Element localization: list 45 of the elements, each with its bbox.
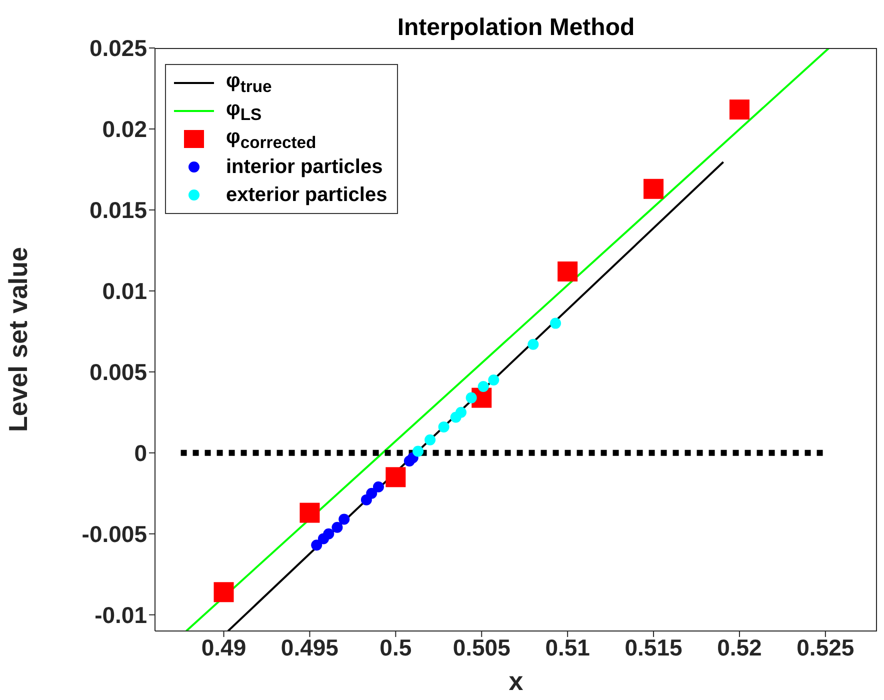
point: [311, 540, 322, 551]
y-tick-label: 0.025: [89, 35, 148, 62]
chart-title: Interpolation Method: [396, 14, 636, 42]
point: [332, 522, 343, 533]
point: [424, 434, 436, 446]
x-tick-label: 0.52: [717, 634, 762, 660]
point: [438, 421, 450, 432]
legend-label: exterior particles: [226, 184, 388, 206]
y-tick-label: 0.01: [102, 278, 148, 304]
legend-label: φ$_{true}$: [226, 70, 272, 96]
point: [558, 261, 578, 282]
x-tick-label: 0.515: [624, 634, 683, 660]
y-tick-label: -0.01: [94, 602, 148, 628]
point: [488, 374, 500, 386]
point: [323, 528, 334, 540]
x-tick-label: 0.49: [201, 634, 246, 660]
y-tick-label: 0.015: [89, 197, 148, 224]
point: [729, 100, 750, 120]
point: [412, 446, 424, 457]
x-tick-label: 0.51: [545, 634, 590, 660]
x-tick-label: 0.505: [452, 634, 511, 660]
point: [466, 392, 477, 404]
legend-label: φ$_{LS}$: [226, 98, 262, 124]
x-axis-title: x: [508, 666, 524, 696]
y-axis-title: Level set value: [3, 247, 34, 432]
point: [455, 406, 466, 418]
point: [214, 582, 234, 602]
y-tick-label: -0.005: [82, 521, 148, 547]
y-tick-label: 0.02: [102, 116, 147, 142]
point: [550, 318, 562, 329]
point: [478, 380, 489, 392]
x-tick-label: 0.525: [796, 634, 854, 660]
point: [386, 467, 406, 488]
y-tick-label: 0.005: [89, 359, 148, 386]
legend-label: interior particles: [226, 156, 383, 178]
point: [300, 502, 320, 523]
point: [372, 481, 384, 492]
legend-label: φ$_{corrected}$: [226, 126, 316, 152]
x-tick-label: 0.5: [380, 634, 412, 660]
point: [338, 514, 350, 525]
point: [528, 338, 539, 350]
point: [644, 178, 664, 199]
y-tick-label: 0: [134, 440, 147, 466]
x-tick-label: 0.495: [280, 634, 339, 660]
point: [366, 488, 378, 499]
